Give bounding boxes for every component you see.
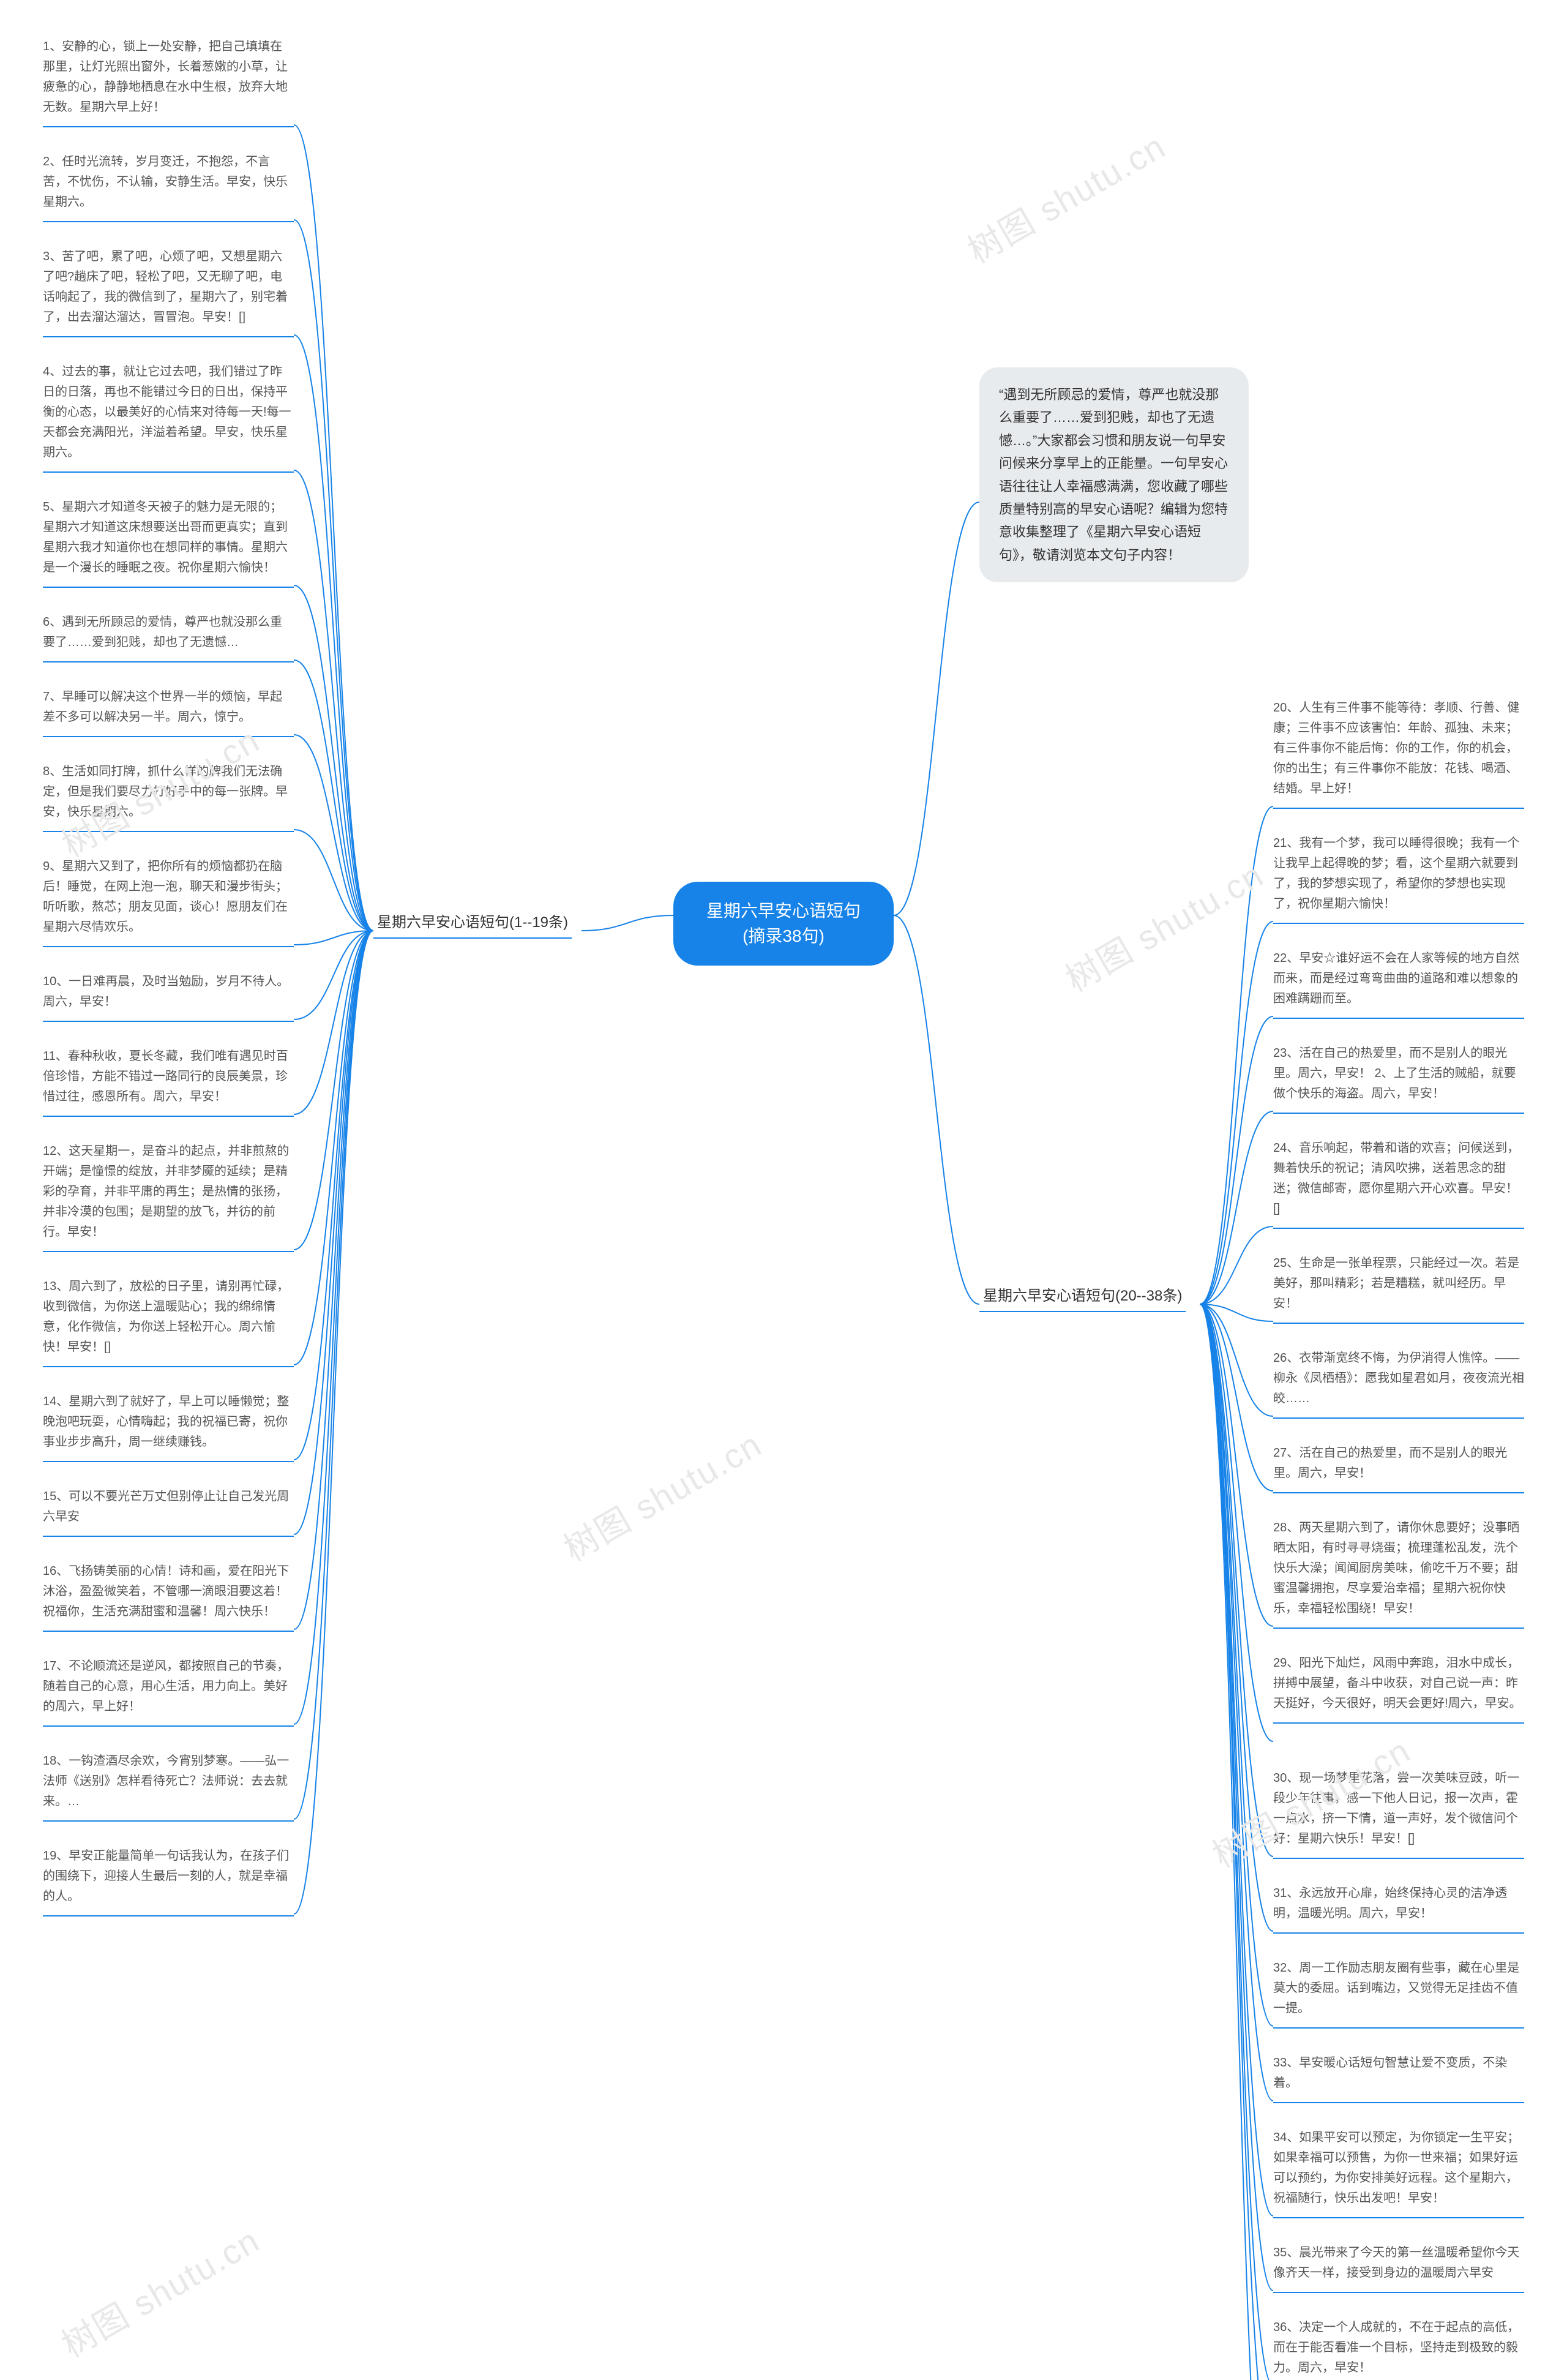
left-leaf-item: 12、这天星期一，是奋斗的起点，并非煎熬的开端；是憧憬的绽放，并非梦魇的延续；是…	[43, 1141, 294, 1252]
left-leaf-item: 13、周六到了，放松的日子里，请别再忙碌，收到微信，为你送上温暖贴心；我的绵绵情…	[43, 1277, 294, 1367]
right-leaf-item: 36、决定一个人成就的，不在于起点的高低，而在于能否看准一个目标，坚持走到极致的…	[1273, 2318, 1524, 2380]
right-branch-label: 星期六早安心语短句(20--38条)	[979, 1280, 1186, 1312]
right-leaf-item: 27、活在自己的热爱里，而不是别人的眼光里。周六，早安！	[1273, 1443, 1524, 1493]
intro-node: “遇到无所顾忌的爱情，尊严也就没那么重要了……爱到犯贱，却也了无遗憾…。”大家都…	[979, 367, 1249, 582]
right-leaf-item: 21、我有一个梦，我可以睡得很晚；我有一个让我早上起得晚的梦；看，这个星期六就要…	[1273, 833, 1524, 924]
left-leaf-item: 2、任时光流转，岁月变迁，不抱怨，不言苦，不忧伤，不认输，安静生活。早安，快乐星…	[43, 152, 294, 222]
center-title: 星期六早安心语短句(摘录38句)	[706, 901, 861, 945]
intro-text: “遇到无所顾忌的爱情，尊严也就没那么重要了……爱到犯贱，却也了无遗憾…。”大家都…	[999, 387, 1228, 563]
left-leaf-item: 19、早安正能量简单一句话我认为，在孩子们的围绕下，迎接人生最后一刻的人，就是幸…	[43, 1846, 294, 1916]
center-node: 星期六早安心语短句(摘录38句)	[673, 882, 894, 966]
watermark: 树图 shutu.cn	[957, 119, 1173, 273]
left-leaf-item: 16、飞扬铸美丽的心情！诗和画，爱在阳光下沐浴，盈盈微笑着，不管哪一滴眼泪要这着…	[43, 1561, 294, 1632]
watermark: 树图 shutu.cn	[553, 1417, 769, 1571]
left-leaf-item: 8、生活如同打牌，抓什么样的牌我们无法确定，但是我们要尽力打好手中的每一张牌。早…	[43, 762, 294, 832]
left-leaf-item: 17、不论顺流还是逆风，都按照自己的节奏，随着自己的心意，用心生活，用力向上。美…	[43, 1656, 294, 1727]
left-leaf-item: 14、星期六到了就好了，早上可以睡懒觉；整晚泡吧玩耍，心情嗨起；我的祝福已寄，祝…	[43, 1392, 294, 1462]
right-leaf-item: 29、阳光下灿烂，风雨中奔跑，泪水中成长，拼搏中展望，备斗中收获，对自己说一声：…	[1273, 1653, 1524, 1724]
right-leaf-item: 28、两天星期六到了，请你休息要好；没事晒晒太阳，有时寻寻烧蛋；梳理蓬松乱发，洗…	[1273, 1518, 1524, 1629]
left-leaf-item: 15、可以不要光芒万丈但别停止让自己发光周六早安	[43, 1487, 294, 1537]
watermark: 树图 shutu.cn	[51, 2213, 267, 2367]
left-leaf-item: 5、星期六才知道冬天被子的魅力是无限的；星期六才知道这床想要送出哥而更真实；直到…	[43, 497, 294, 588]
right-leaf-item: 20、人生有三件事不能等待：孝顺、行善、健康；三件事不应该害怕：年龄、孤独、未来…	[1273, 698, 1524, 809]
right-leaf-item: 33、早安暖心话短句智慧让爱不变质，不染着。	[1273, 2053, 1524, 2103]
right-leaf-item: 23、活在自己的热爱里，而不是别人的眼光里。周六，早安！ 2、上了生活的贼船，就…	[1273, 1043, 1524, 1114]
right-leaf-item: 25、生命是一张单程票，只能经过一次。若是美好，那叫精彩；若是糟糕，就叫经历。早…	[1273, 1253, 1524, 1324]
left-leaf-item: 11、春种秋收，夏长冬藏，我们唯有遇见时百倍珍惜，方能不错过一路同行的良辰美景，…	[43, 1046, 294, 1117]
left-leaf-item: 9、星期六又到了，把你所有的烦恼都扔在脑后！睡觉，在网上泡一泡，聊天和漫步街头；…	[43, 857, 294, 947]
left-branch-text: 星期六早安心语短句(1--19条)	[377, 914, 568, 931]
right-leaf-item: 31、永远放开心扉，始终保持心灵的洁净透明，温暖光明。周六，早安！	[1273, 1883, 1524, 1934]
right-leaf-item: 24、音乐响起，带着和谐的欢喜；问候送到，舞着快乐的祝记；清风吹拂，送着思念的甜…	[1273, 1138, 1524, 1229]
left-leaf-item: 18、一钩渣酒尽余欢，今宵别梦寒。——弘一法师《送别》怎样看待死亡？法师说：去去…	[43, 1751, 294, 1822]
watermark: 树图 shutu.cn	[1055, 848, 1271, 1002]
left-leaf-item: 7、早睡可以解决这个世界一半的烦恼，早起差不多可以解决另一半。周六，惊宁。	[43, 687, 294, 737]
right-leaf-item: 35、晨光带来了今天的第一丝温暖希望你今天像齐天一样，接受到身边的温暖周六早安	[1273, 2243, 1524, 2293]
left-leaf-item: 6、遇到无所顾忌的爱情，尊严也就没那么重要了……爱到犯贱，却也了无遗憾…	[43, 612, 294, 663]
left-leaf-item: 4、过去的事，就让它过去吧，我们错过了昨日的日落，再也不能错过今日的日出，保持平…	[43, 362, 294, 473]
left-leaf-item: 10、一日难再晨，及时当勉励，岁月不待人。周六，早安！	[43, 972, 294, 1022]
right-branch-text: 星期六早安心语短句(20--38条)	[983, 1288, 1182, 1304]
left-leaf-item: 3、苦了吧，累了吧，心烦了吧，又想星期六了吧?趟床了吧，轻松了吧，又无聊了吧，电…	[43, 247, 294, 337]
left-branch-label: 星期六早安心语短句(1--19条)	[373, 906, 572, 939]
right-leaf-item: 22、早安☆谁好运不会在人家等候的地方自然而来，而是经过弯弯曲曲的道路和难以想象…	[1273, 948, 1524, 1019]
left-leaf-item: 1、安静的心，锁上一处安静，把自己填填在那里，让灯光照出窗外，长着葱嫩的小草，让…	[43, 37, 294, 127]
right-leaf-item: 34、如果平安可以预定，为你锁定一生平安；如果幸福可以预售，为你一世来福；如果好…	[1273, 2128, 1524, 2218]
right-leaf-item: 26、衣带渐宽终不悔，为伊消得人憔悴。——柳永《凤栖梧》：愿我如星君如月，夜夜流…	[1273, 1348, 1524, 1419]
right-leaf-item: 32、周一工作励志朋友圈有些事，藏在心里是莫大的委屈。话到嘴边，又觉得无足挂齿不…	[1273, 1958, 1524, 2029]
right-leaf-item: 30、现一场梦里花落，尝一次美味豆豉，听一段少年往事，感一下他人日记，报一次声，…	[1273, 1768, 1524, 1859]
